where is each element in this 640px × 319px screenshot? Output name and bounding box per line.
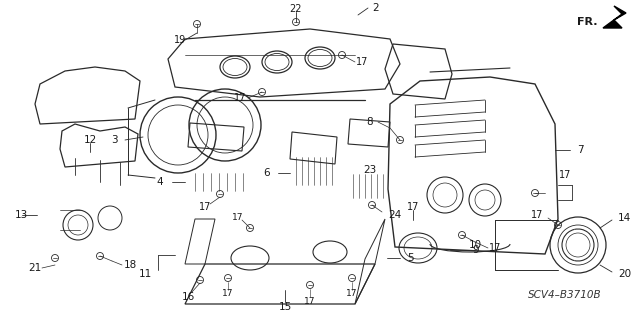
Text: 18: 18: [124, 260, 136, 270]
Text: 24: 24: [388, 210, 401, 220]
Text: 22: 22: [290, 4, 302, 14]
Text: 16: 16: [181, 292, 195, 302]
Text: 3: 3: [111, 135, 118, 145]
Text: 17: 17: [356, 57, 368, 67]
Text: 11: 11: [139, 269, 152, 279]
Text: 17: 17: [407, 202, 419, 212]
Text: 4: 4: [156, 177, 163, 187]
Text: SCV4–B3710B: SCV4–B3710B: [528, 290, 602, 300]
Text: 21: 21: [28, 263, 42, 273]
Text: 23: 23: [364, 165, 376, 175]
Text: 9: 9: [472, 245, 479, 255]
Text: 19: 19: [174, 35, 186, 45]
Text: 17: 17: [199, 202, 211, 212]
Text: 15: 15: [278, 302, 292, 312]
Text: 17: 17: [234, 93, 246, 103]
Text: 17: 17: [531, 210, 543, 220]
Text: 17: 17: [346, 290, 358, 299]
Text: FR.: FR.: [577, 17, 597, 27]
Text: 2: 2: [372, 3, 379, 13]
Text: 10: 10: [469, 240, 482, 250]
Text: 20: 20: [618, 269, 631, 279]
Polygon shape: [603, 6, 626, 28]
Text: 6: 6: [264, 168, 270, 178]
Text: 12: 12: [83, 135, 97, 145]
Text: 14: 14: [618, 213, 631, 223]
Text: 17: 17: [232, 212, 244, 221]
Text: 13: 13: [15, 210, 28, 220]
Text: 5: 5: [407, 253, 413, 263]
Text: 7: 7: [577, 145, 584, 155]
Text: 8: 8: [367, 117, 373, 127]
Text: 17: 17: [222, 290, 234, 299]
Text: 17: 17: [559, 170, 571, 180]
Text: 17: 17: [304, 296, 316, 306]
Text: 17: 17: [489, 243, 501, 253]
